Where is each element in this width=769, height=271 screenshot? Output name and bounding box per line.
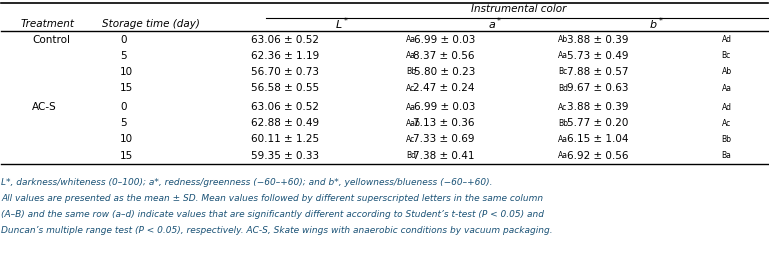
Text: Bc: Bc <box>721 51 731 60</box>
Text: 6.92 ± 0.56: 6.92 ± 0.56 <box>567 151 628 161</box>
Text: Bb: Bb <box>558 119 568 128</box>
Text: 62.88 ± 0.49: 62.88 ± 0.49 <box>251 118 319 128</box>
Text: Aa: Aa <box>558 151 568 160</box>
Text: Aab: Aab <box>406 119 421 128</box>
Text: 6.99 ± 0.03: 6.99 ± 0.03 <box>414 35 475 44</box>
Text: 3.88 ± 0.39: 3.88 ± 0.39 <box>567 102 628 112</box>
Text: 15: 15 <box>120 151 133 161</box>
Text: Ac: Ac <box>721 119 731 128</box>
Text: All values are presented as the mean ± SD. Mean values followed by different sup: All values are presented as the mean ± S… <box>2 194 544 203</box>
Text: 5: 5 <box>120 51 127 61</box>
Text: 0: 0 <box>120 102 127 112</box>
Text: L*, darkness/whiteness (0–100); a*, redness/greenness (−60–+60); and b*, yellown: L*, darkness/whiteness (0–100); a*, redn… <box>2 178 493 186</box>
Text: Bc: Bc <box>558 67 568 76</box>
Text: Ac: Ac <box>558 103 568 112</box>
Text: 62.36 ± 1.19: 62.36 ± 1.19 <box>251 51 319 61</box>
Text: Control: Control <box>32 35 70 44</box>
Text: (A–B) and the same row (a–d) indicate values that are significantly different ac: (A–B) and the same row (a–d) indicate va… <box>2 210 544 219</box>
Text: AC-S: AC-S <box>32 102 57 112</box>
Text: 5.80 ± 0.23: 5.80 ± 0.23 <box>414 67 475 77</box>
Text: Ac: Ac <box>406 83 415 92</box>
Text: 6.15 ± 1.04: 6.15 ± 1.04 <box>567 134 628 144</box>
Text: 7.88 ± 0.57: 7.88 ± 0.57 <box>567 67 628 77</box>
Text: 15: 15 <box>120 83 133 93</box>
Text: 5: 5 <box>120 118 127 128</box>
Text: Bd: Bd <box>406 151 416 160</box>
Text: 59.35 ± 0.33: 59.35 ± 0.33 <box>251 151 319 161</box>
Text: 56.70 ± 0.73: 56.70 ± 0.73 <box>251 67 319 77</box>
Text: Instrumental color: Instrumental color <box>471 4 566 14</box>
Text: Ad: Ad <box>721 103 731 112</box>
Text: Aa: Aa <box>558 135 568 144</box>
Text: 10: 10 <box>120 67 133 77</box>
Text: 7.33 ± 0.69: 7.33 ± 0.69 <box>414 134 475 144</box>
Text: 60.11 ± 1.25: 60.11 ± 1.25 <box>251 134 319 144</box>
Text: Aa: Aa <box>406 35 416 44</box>
Text: 10: 10 <box>120 134 133 144</box>
Text: Bd: Bd <box>558 83 568 92</box>
Text: 5.73 ± 0.49: 5.73 ± 0.49 <box>567 51 628 61</box>
Text: 6.99 ± 0.03: 6.99 ± 0.03 <box>414 102 475 112</box>
Text: 5.77 ± 0.20: 5.77 ± 0.20 <box>567 118 628 128</box>
Text: Ad: Ad <box>721 35 731 44</box>
Text: Aa: Aa <box>406 103 416 112</box>
Text: Treatment: Treatment <box>20 19 75 29</box>
Text: Ab: Ab <box>558 35 568 44</box>
Text: 8.37 ± 0.56: 8.37 ± 0.56 <box>414 51 475 61</box>
Text: 63.06 ± 0.52: 63.06 ± 0.52 <box>251 35 319 44</box>
Text: Duncan’s multiple range test (P < 0.05), respectively. AC-S, Skate wings with an: Duncan’s multiple range test (P < 0.05),… <box>2 226 553 235</box>
Text: Aa: Aa <box>721 83 731 92</box>
Text: Aa: Aa <box>558 51 568 60</box>
Text: Bb: Bb <box>721 135 731 144</box>
Text: 63.06 ± 0.52: 63.06 ± 0.52 <box>251 102 319 112</box>
Text: $b^*$: $b^*$ <box>649 16 664 33</box>
Text: 0: 0 <box>120 35 127 44</box>
Text: 7.13 ± 0.36: 7.13 ± 0.36 <box>414 118 475 128</box>
Text: 56.58 ± 0.55: 56.58 ± 0.55 <box>251 83 319 93</box>
Text: $a^*$: $a^*$ <box>488 16 503 33</box>
Text: Ac: Ac <box>406 135 415 144</box>
Text: 3.88 ± 0.39: 3.88 ± 0.39 <box>567 35 628 44</box>
Text: 2.47 ± 0.24: 2.47 ± 0.24 <box>414 83 475 93</box>
Text: Ba: Ba <box>721 151 731 160</box>
Text: 9.67 ± 0.63: 9.67 ± 0.63 <box>567 83 628 93</box>
Text: Ab: Ab <box>721 67 732 76</box>
Text: $L^*$: $L^*$ <box>335 16 349 33</box>
Text: Storage time (day): Storage time (day) <box>102 19 200 29</box>
Text: 7.38 ± 0.41: 7.38 ± 0.41 <box>414 151 475 161</box>
Text: Bb: Bb <box>406 67 416 76</box>
Text: Aa: Aa <box>406 51 416 60</box>
